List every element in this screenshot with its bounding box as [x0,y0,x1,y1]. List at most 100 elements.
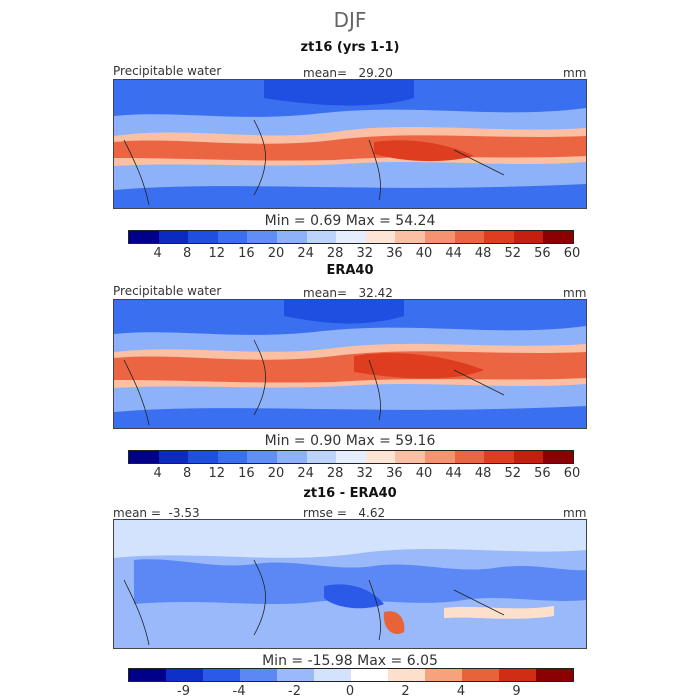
northern-driest-zone [264,80,414,106]
colorbar-tick-label: 48 [474,246,492,261]
colorbar-cell [217,231,248,243]
colorbar-tick-label: 16 [238,246,255,261]
colorbar-tick-label: 32 [356,246,374,261]
colorbar-tick-label: 44 [445,466,462,481]
panel-2-title: ERA40 [326,263,374,278]
colorbar-tick-label: 9 [512,684,521,699]
colorbar-tick-label: 48 [474,466,492,481]
colorbar-tick-label: 56 [534,466,551,481]
colorbar-tick-label: 24 [297,246,314,261]
colorbar-cell [277,669,315,681]
colorbar-tick-label: -2 [288,684,301,699]
colorbar-tick-label: 24 [297,466,314,481]
colorbar-cell [454,451,485,463]
panel-3-rmse: rmse = 4.62 [303,506,385,520]
tropical-core-band [114,351,586,383]
panel-3-stats: Min = -15.98 Max = 6.05 [262,653,438,669]
colorbar-tick-label: 4 [456,684,466,699]
colorbar-tick-label: 60 [563,246,581,261]
panel-3-map-svg [114,520,586,648]
colorbar-cell [536,669,573,681]
colorbar-tick-label: 20 [267,466,285,481]
southern-dry-zone [114,184,586,208]
southern-dry-zone [114,406,586,428]
colorbar-cell [499,669,537,681]
colorbar-cell [425,231,456,243]
colorbar-cell [247,451,278,463]
tropical-dry-bias [134,559,586,604]
panel-2-mean-value: 32.42 [358,286,393,300]
colorbar-tick-label: -4 [232,684,246,699]
colorbar-cell [365,451,396,463]
colorbar-tick-label: 32 [356,466,374,481]
panel-3-mean-value: -3.53 [168,506,200,520]
panel-2-units: mm [563,286,587,300]
colorbar-cell [203,669,241,681]
colorbar-cell [365,231,396,243]
northern-small-bias [114,520,586,558]
colorbar-cell [217,451,248,463]
panel-3-mean: mean = -3.53 [113,506,200,520]
northern-driest-zone [284,300,404,324]
colorbar-tick-label: 36 [386,246,403,261]
colorbar-tick-label: 60 [563,466,581,481]
colorbar-cell [188,231,219,243]
colorbar-cell [158,231,189,243]
colorbar-cell [158,451,189,463]
warm-pool-max [354,353,484,379]
colorbar-tick-label: 12 [208,466,226,481]
panel-1-mean-label: mean= [303,66,348,80]
coastlines [123,339,505,426]
colorbar-tick-label: 56 [534,246,551,261]
colorbar-cell [166,669,204,681]
panel-3-units: mm [563,506,587,520]
colorbar-cell [395,231,426,243]
colorbar-cell [240,669,278,681]
colorbar-cell [513,451,544,463]
colorbar-cell [388,669,426,681]
colorbar-tick-label: 52 [504,246,522,261]
colorbar-cell [247,231,278,243]
colorbar-cell [277,451,308,463]
colorbar-cell [306,231,337,243]
colorbar-tick-label: -9 [177,684,190,699]
panel-1-units: mm [563,66,587,80]
figure-title: DJF [333,8,367,32]
coastlines [123,559,505,646]
colorbar-tick-label: 40 [415,246,433,261]
panel-3-title: zt16 - ERA40 [303,486,397,501]
colorbar-cell [277,231,308,243]
colorbar-tick-label: 4 [153,466,162,481]
panel-2-variable-label: Precipitable water [113,284,222,298]
colorbar-tick-label: 20 [267,246,285,261]
colorbar-tick-label: 12 [208,246,226,261]
colorbar-tick-label: 8 [183,246,192,261]
colorbar-cell [336,451,367,463]
panel-2-map-svg [114,300,586,428]
colorbar-cell [484,451,515,463]
colorbar-cell [314,669,352,681]
panel-1-colorbar [128,230,574,244]
panel-3-rmse-label: rmse = [303,506,347,520]
colorbar-cell [306,451,337,463]
panel-1-mean-value: 29.20 [358,66,393,80]
colorbar-cell [484,231,515,243]
panel-1-stats: Min = 0.69 Max = 54.24 [264,213,436,229]
panel-1-map [113,79,587,209]
colorbar-cell [395,451,426,463]
colorbar-cell [543,231,573,243]
colorbar-cell [425,451,456,463]
panel-2-colorbar [128,450,574,464]
colorbar-tick-label: 28 [326,466,344,481]
colorbar-tick-label: 36 [386,466,403,481]
panel-2-mean: mean= 32.42 [303,286,393,300]
strong-dry-bias [324,584,384,609]
colorbar-tick-label: 44 [445,246,462,261]
colorbar-cell [188,451,219,463]
panel-3-map [113,519,587,649]
wet-bias-spot [383,611,405,634]
panel-2-mean-label: mean= [303,286,348,300]
colorbar-tick-label: 40 [415,466,433,481]
panel-1-variable-label: Precipitable water [113,64,222,78]
colorbar-cell [129,231,160,243]
